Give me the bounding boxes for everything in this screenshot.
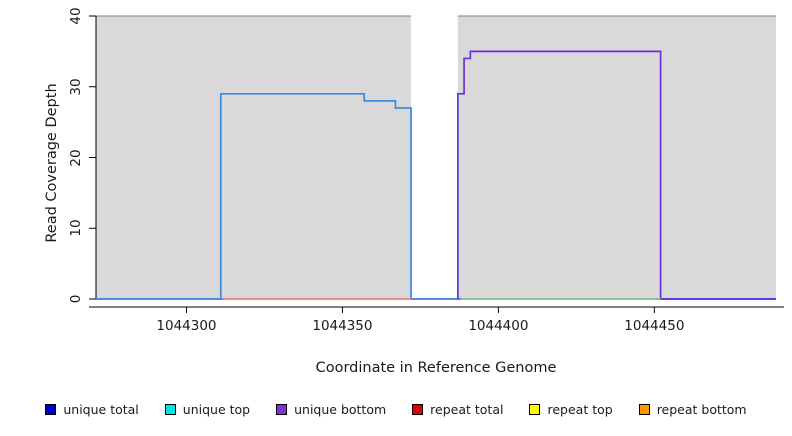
legend-label: unique bottom bbox=[294, 401, 387, 417]
legend-swatch-icon-unique-bottom bbox=[276, 403, 288, 415]
legend-entry-repeat-total[interactable]: repeat total bbox=[412, 402, 503, 417]
chart-legend: unique total unique top unique bottom repea… bbox=[0, 398, 792, 420]
y-tick-label-3: 30 bbox=[68, 78, 84, 96]
legend-entry-unique-bottom[interactable]: unique bottom bbox=[276, 402, 386, 417]
y-tick-label-1: 10 bbox=[68, 219, 84, 237]
legend-label: unique total bbox=[63, 401, 139, 417]
legend-entry-unique-top[interactable]: unique top bbox=[164, 401, 251, 417]
legend-swatch-icon-repeat-bottom bbox=[638, 403, 650, 415]
y-tick-label-4: 40 bbox=[68, 7, 84, 25]
legend-swatch-icon-repeat-top bbox=[529, 403, 541, 415]
legend-swatch-icon-unique-top bbox=[164, 403, 176, 415]
legend-label: repeat bottom bbox=[656, 401, 747, 417]
legend-entry-unique-total[interactable]: unique total bbox=[45, 401, 139, 417]
y-tick-label-0: 0 bbox=[68, 294, 84, 304]
x-tick-label-2: 1044400 bbox=[468, 318, 529, 334]
legend-label: repeat total bbox=[430, 401, 504, 417]
series-line-unique-total bbox=[96, 92, 776, 300]
legend-swatch-icon-unique-total bbox=[45, 403, 57, 415]
legend-label: repeat top bbox=[547, 401, 613, 417]
legend-entry-repeat-top[interactable]: repeat top bbox=[529, 401, 613, 417]
y-tick-label-2: 20 bbox=[68, 148, 84, 167]
x-axis-title: Coordinate in Reference Genome bbox=[315, 360, 557, 376]
x-tick-label-0: 1044300 bbox=[156, 318, 217, 334]
legend-entry-repeat-bottom[interactable]: repeat bottom bbox=[638, 401, 747, 417]
x-tick-label-3: 1044450 bbox=[624, 318, 685, 334]
plot-background-band-1 bbox=[457, 16, 776, 299]
plot-background-band-0 bbox=[96, 16, 412, 299]
y-axis-title: Read Coverage Depth bbox=[44, 83, 60, 243]
legend-label: unique top bbox=[182, 401, 251, 417]
series-line-unique-bottom bbox=[456, 50, 776, 300]
legend-swatch-icon-repeat-total bbox=[412, 403, 424, 415]
x-tick-label-1: 1044350 bbox=[312, 318, 373, 334]
